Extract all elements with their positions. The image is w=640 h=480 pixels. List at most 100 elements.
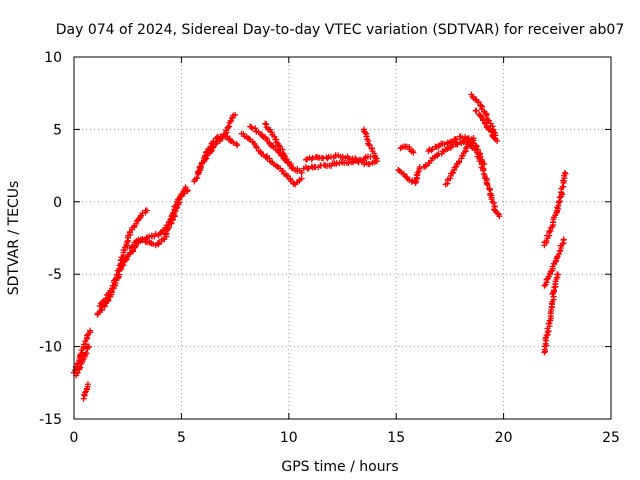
plot-frame	[73, 56, 612, 420]
data-point	[488, 128, 495, 135]
y-tick-label: -10	[39, 340, 62, 356]
data-point	[194, 174, 201, 181]
data-point	[124, 238, 131, 245]
data-point	[410, 149, 417, 156]
data-point	[473, 107, 480, 114]
data-point	[225, 124, 232, 131]
data-point	[428, 147, 435, 154]
data-point	[363, 133, 370, 140]
data-point	[480, 167, 487, 174]
y-tick-label: 5	[53, 122, 62, 138]
data-point	[559, 183, 566, 190]
data-point	[110, 282, 117, 289]
data-point	[441, 141, 448, 148]
data-point	[453, 136, 460, 143]
data-point	[248, 124, 255, 131]
data-point	[283, 156, 290, 163]
data-point	[234, 142, 241, 149]
data-point	[266, 155, 273, 162]
data-point	[470, 135, 477, 142]
y-tick-label: 0	[53, 195, 62, 211]
data-point	[541, 282, 548, 289]
data-point	[561, 169, 568, 176]
data-point	[230, 139, 237, 146]
y-tick-label: -5	[48, 267, 62, 283]
data-point	[262, 120, 269, 127]
data-point	[560, 236, 567, 243]
x-tick-label: 20	[495, 430, 513, 446]
data-point	[366, 141, 373, 148]
x-axis-label: GPS time / hours	[281, 459, 398, 475]
data-point	[86, 343, 93, 350]
data-point	[144, 207, 151, 214]
grid-layer	[74, 57, 611, 419]
data-point	[546, 227, 553, 234]
y-tick-label: 10	[44, 50, 62, 66]
x-tick-label: 0	[70, 430, 79, 446]
data-point	[543, 276, 550, 283]
data-point	[287, 161, 294, 168]
y-axis-label: SDTVAR / TECUs	[6, 181, 22, 296]
data-point	[275, 149, 282, 156]
data-point	[559, 240, 566, 247]
data-point	[259, 132, 266, 139]
x-tick-label: 10	[280, 430, 298, 446]
data-point	[83, 350, 90, 357]
data-point	[84, 381, 91, 388]
data-point	[484, 181, 491, 188]
data-point	[456, 158, 463, 165]
points-layer	[71, 91, 569, 402]
data-point	[87, 327, 94, 334]
data-point	[492, 135, 499, 142]
data-point	[202, 152, 209, 159]
data-point	[253, 144, 260, 151]
data-point	[184, 188, 191, 195]
data-point	[333, 161, 340, 168]
data-point	[309, 155, 316, 162]
chart-title: Day 074 of 2024, Sidereal Day-to-day VTE…	[56, 22, 625, 38]
x-tick-label: 15	[387, 430, 405, 446]
data-point	[105, 290, 112, 297]
data-point	[184, 187, 191, 194]
x-tick-label: 5	[177, 430, 186, 446]
x-tick-label: 25	[602, 430, 620, 446]
data-point	[84, 344, 91, 351]
data-point	[271, 133, 278, 140]
data-point	[298, 169, 305, 176]
data-point	[308, 156, 315, 163]
y-tick-label: -15	[39, 412, 62, 428]
data-point	[562, 170, 569, 177]
data-point	[213, 134, 220, 141]
data-point	[475, 99, 482, 106]
data-point	[554, 271, 561, 278]
data-point	[84, 332, 91, 339]
data-point	[543, 238, 550, 245]
data-point	[210, 138, 217, 145]
data-point	[162, 231, 169, 238]
data-point	[298, 175, 305, 182]
data-point	[168, 220, 175, 227]
data-point	[75, 360, 82, 367]
data-point	[483, 112, 490, 119]
data-point	[477, 153, 484, 160]
data-point	[481, 161, 488, 168]
data-point	[246, 136, 253, 143]
data-point	[252, 125, 259, 132]
data-point	[327, 153, 334, 160]
data-point	[232, 111, 239, 118]
data-point	[74, 369, 81, 376]
ticks-layer: 0 5 10 15 20 25 -15 -10 -5 0 5 10	[39, 50, 620, 446]
data-point	[280, 168, 287, 175]
data-point	[224, 133, 231, 140]
data-point	[488, 196, 495, 203]
data-point	[77, 364, 84, 371]
data-point	[444, 145, 451, 152]
data-point	[200, 155, 207, 162]
data-point	[477, 102, 484, 109]
data-point	[157, 229, 164, 236]
data-point	[373, 158, 380, 165]
data-point	[76, 365, 83, 372]
data-point	[305, 165, 312, 172]
data-point	[496, 213, 503, 220]
